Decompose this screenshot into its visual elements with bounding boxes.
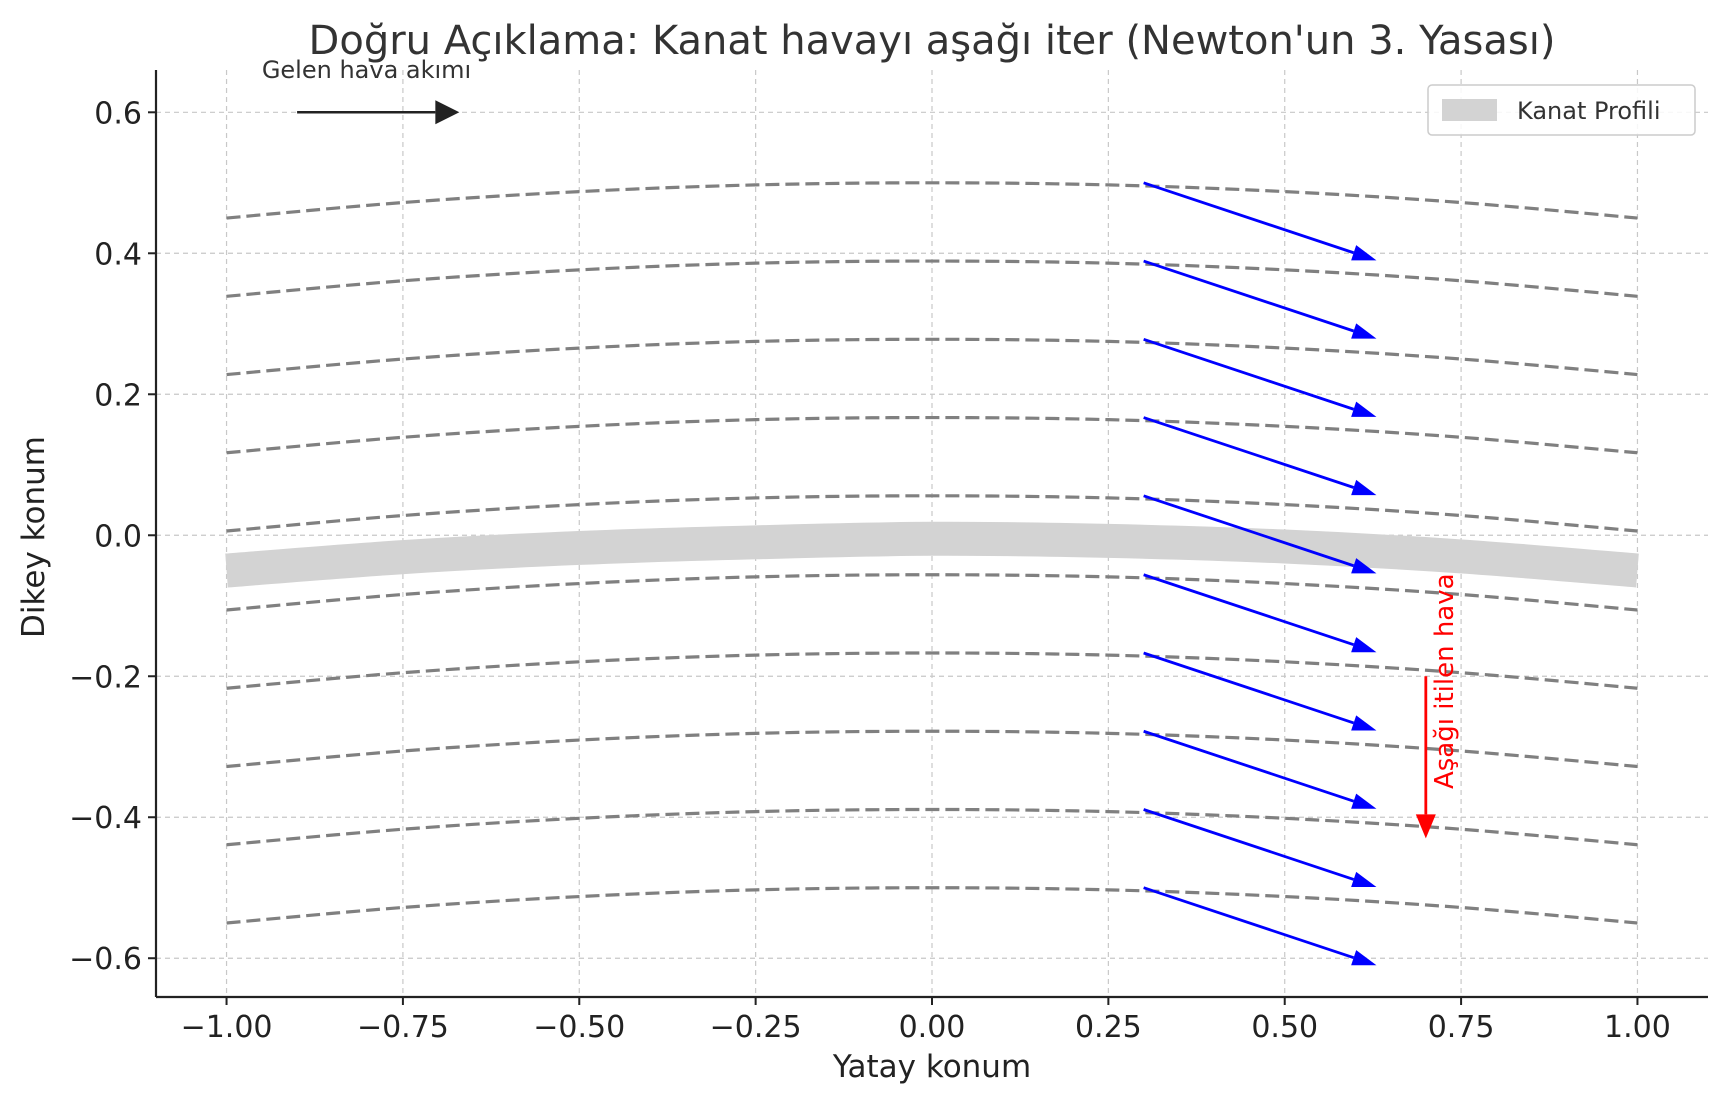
legend-box	[1427, 84, 1696, 136]
flow-arrows-layer	[1143, 181, 1377, 966]
flow-arrow-4	[1143, 494, 1377, 574]
flow-arrow-1-shaft	[1143, 259, 1355, 333]
flow-arrow-3	[1143, 416, 1377, 496]
flow-arrow-2-head	[1351, 401, 1377, 417]
y-tick-label-2: −0.2	[69, 660, 142, 695]
flow-arrow-3-head	[1351, 479, 1377, 496]
flow-arrow-9	[1143, 886, 1377, 966]
flow-arrow-7-shaft	[1143, 729, 1355, 803]
x-tick-label-6: 0.50	[1251, 1010, 1318, 1045]
streamline-6	[226, 651, 1638, 690]
y-axis-label: Dikey konum	[16, 436, 52, 638]
x-tick-label-7: 0.75	[1428, 1010, 1495, 1045]
legend: Kanat Profili	[1427, 84, 1696, 136]
y-tick-label-5: 0.4	[94, 237, 142, 272]
flow-arrow-6	[1143, 651, 1377, 731]
incoming-air-label: Gelen hava akımı	[262, 56, 471, 84]
flow-arrow-9-head	[1351, 950, 1377, 966]
streamline-3	[226, 415, 1638, 455]
downwash-arrow	[1415, 676, 1436, 839]
flow-arrow-7	[1143, 729, 1377, 809]
flow-arrow-2-shaft	[1143, 337, 1355, 411]
streamline-9	[226, 886, 1638, 925]
x-axis-label: Yatay konum	[832, 1049, 1031, 1085]
x-tick-label-1: −0.75	[357, 1010, 449, 1045]
y-tick-label-3: 0.0	[94, 519, 142, 554]
plot-area	[225, 181, 1639, 966]
streamline-5	[226, 573, 1638, 612]
downwash-arrow-head	[1415, 814, 1436, 839]
y-tick-label-6: 0.6	[94, 96, 142, 131]
incoming-air-arrow	[297, 100, 460, 125]
y-tick-label-4: 0.2	[94, 378, 142, 413]
flow-arrow-7-head	[1351, 793, 1377, 809]
streamlines-layer	[226, 181, 1638, 925]
streamline-2	[226, 337, 1638, 377]
flow-arrow-5	[1143, 573, 1377, 653]
flow-arrow-1	[1143, 259, 1377, 339]
flow-arrow-2	[1143, 337, 1377, 417]
legend-label-wing-profile: Kanat Profili	[1517, 97, 1661, 125]
wing-profile-layer	[225, 521, 1639, 588]
flow-arrow-4-shaft	[1143, 494, 1355, 568]
incoming-air-arrow-head	[435, 100, 460, 125]
flow-arrow-8-shaft	[1143, 808, 1355, 881]
y-ticks: −0.6 −0.4 −0.2 0.0 0.2 0.4 0.6	[69, 96, 156, 977]
streamline-4	[226, 494, 1638, 533]
flow-arrow-3-shaft	[1143, 416, 1355, 489]
chart-title: Doğru Açıklama: Kanat havayı aşağı iter …	[309, 18, 1556, 64]
flow-arrow-4-head	[1351, 558, 1377, 574]
x-tick-label-8: 1.00	[1604, 1010, 1671, 1045]
x-tick-label-0: −1.00	[181, 1010, 273, 1045]
y-tick-label-1: −0.4	[69, 801, 142, 836]
flow-arrow-0-shaft	[1143, 181, 1355, 255]
flow-arrow-5-shaft	[1143, 573, 1355, 647]
x-tick-label-2: −0.50	[533, 1010, 625, 1045]
flow-arrow-9-shaft	[1143, 886, 1355, 960]
flow-arrow-8-head	[1351, 871, 1377, 888]
annotations-layer: Gelen hava akımı Aşağı itilen hava	[262, 56, 1460, 839]
x-tick-label-4: 0.00	[899, 1010, 966, 1045]
flow-arrow-5-head	[1351, 637, 1377, 653]
flow-arrow-8	[1143, 808, 1377, 888]
flow-arrow-1-head	[1351, 323, 1377, 339]
x-tick-label-5: 0.25	[1075, 1010, 1142, 1045]
streamline-8	[226, 807, 1638, 847]
streamline-1	[226, 259, 1638, 298]
flow-arrow-0-head	[1351, 245, 1377, 261]
streamline-7	[226, 729, 1638, 769]
x-tick-label-3: −0.25	[710, 1010, 802, 1045]
flow-arrow-0	[1143, 181, 1377, 261]
flow-arrow-6-shaft	[1143, 651, 1355, 725]
x-ticks: −1.00 −0.75 −0.50 −0.25 0.00 0.25 0.50 0.75 1.00	[181, 997, 1671, 1045]
streamline-0	[226, 181, 1638, 220]
flow-arrow-6-head	[1351, 715, 1377, 731]
y-tick-label-0: −0.6	[69, 942, 142, 977]
wing-profile-band	[225, 521, 1639, 588]
downwash-label: Aşağı itilen hava	[1430, 573, 1460, 789]
